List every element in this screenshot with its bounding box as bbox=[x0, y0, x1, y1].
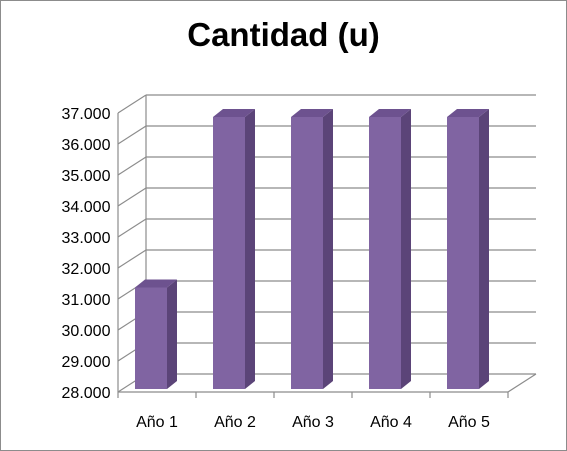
x-tick-label: Año 2 bbox=[214, 414, 256, 431]
y-tick-label: 37.000 bbox=[62, 106, 111, 123]
bar-top bbox=[447, 109, 489, 117]
y-tick-label: 35.000 bbox=[62, 168, 111, 185]
bar-side bbox=[323, 109, 333, 389]
chart-title: Cantidad (u) bbox=[187, 16, 380, 53]
bar-top bbox=[291, 109, 333, 117]
y-tick-label: 32.000 bbox=[62, 261, 111, 278]
bar-side bbox=[401, 109, 411, 389]
x-tick-label: Año 3 bbox=[292, 414, 334, 431]
bar bbox=[291, 117, 323, 389]
floor-edge bbox=[507, 373, 537, 393]
gridline-diagonal bbox=[117, 249, 147, 269]
y-tick-label: 29.000 bbox=[62, 354, 111, 371]
bar-top bbox=[369, 109, 411, 117]
gridline-diagonal bbox=[117, 94, 147, 114]
y-tick-label: 31.000 bbox=[62, 292, 111, 309]
y-tick-label: 28.000 bbox=[62, 385, 111, 402]
y-tick-label: 34.000 bbox=[62, 199, 111, 216]
bar bbox=[369, 117, 401, 389]
bar-side bbox=[245, 109, 255, 389]
x-tick-label: Año 1 bbox=[136, 414, 178, 431]
gridline-diagonal bbox=[117, 187, 147, 207]
bar-side bbox=[167, 279, 177, 389]
gridline-diagonal bbox=[117, 218, 147, 238]
bar bbox=[213, 117, 245, 389]
bar bbox=[135, 287, 167, 389]
gridline-diagonal bbox=[117, 125, 147, 145]
bar-side bbox=[479, 109, 489, 389]
y-tick-label: 30.000 bbox=[62, 323, 111, 340]
bar-top bbox=[135, 279, 177, 288]
x-tick-label: Año 5 bbox=[448, 414, 490, 431]
bar-top bbox=[213, 109, 255, 117]
x-tick-label: Año 4 bbox=[370, 414, 412, 431]
y-tick-label: 36.000 bbox=[62, 137, 111, 154]
gridline-diagonal bbox=[117, 156, 147, 176]
y-tick-label: 33.000 bbox=[62, 230, 111, 247]
bar bbox=[447, 117, 479, 389]
